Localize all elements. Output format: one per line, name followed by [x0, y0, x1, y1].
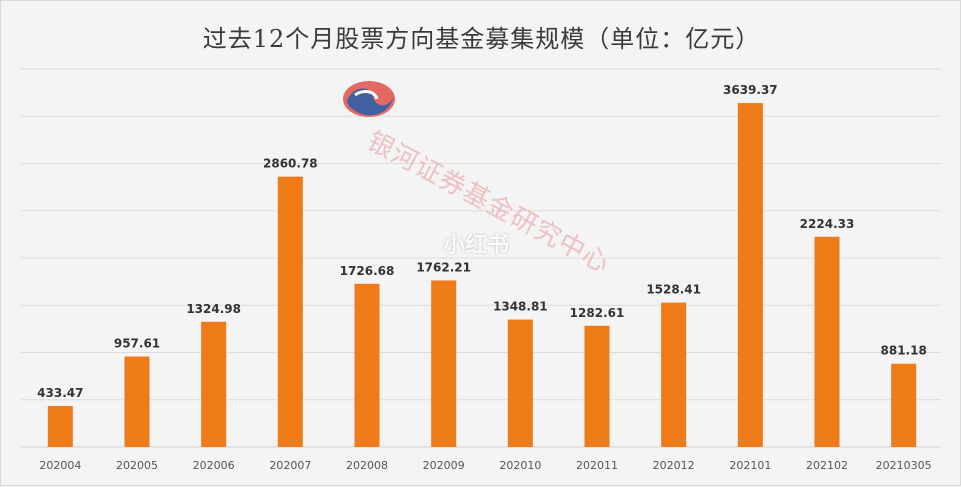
data-label-202008: 1726.68: [340, 264, 395, 278]
bar-20210305: [891, 363, 917, 447]
data-label-202009: 1762.21: [416, 260, 471, 274]
data-label-202004: 433.47: [37, 386, 83, 400]
x-tick-label-202010: 202010: [499, 459, 541, 472]
bar-202011: [584, 325, 610, 447]
x-tick-label-202008: 202008: [346, 459, 388, 472]
bar-202007: [277, 176, 303, 447]
data-label-202010: 1348.81: [493, 300, 548, 314]
watermark-brand: 小红书: [443, 233, 510, 258]
x-tick-label-202006: 202006: [193, 459, 235, 472]
x-tick-label-202102: 202102: [806, 459, 848, 472]
data-label-202007: 2860.78: [263, 157, 318, 171]
x-tick-label-202011: 202011: [576, 459, 618, 472]
x-tick-label-202009: 202009: [423, 459, 465, 472]
x-tick-label-202007: 202007: [269, 459, 311, 472]
bar-202102: [814, 236, 840, 447]
data-label-202005: 957.61: [114, 337, 160, 351]
bar-202012: [661, 302, 687, 447]
bar-202010: [507, 319, 533, 447]
data-label-202011: 1282.61: [570, 306, 625, 320]
data-label-202006: 1324.98: [186, 302, 241, 316]
bar-202009: [431, 280, 457, 447]
chart-title: 过去12个月股票方向基金募集规模（单位：亿元）: [202, 25, 761, 53]
x-tick-label-202101: 202101: [729, 459, 771, 472]
x-tick-label-202012: 202012: [653, 459, 695, 472]
x-tick-label-20210305: 20210305: [876, 459, 932, 472]
bar-202006: [201, 321, 227, 447]
x-tick-label-202005: 202005: [116, 459, 158, 472]
data-label-202101: 3639.37: [723, 83, 778, 97]
data-label-202012: 1528.41: [646, 283, 701, 297]
data-label-20210305: 881.18: [881, 344, 927, 358]
bar-202101: [737, 103, 763, 448]
data-label-202102: 2224.33: [800, 217, 855, 231]
x-tick-label-202004: 202004: [39, 459, 81, 472]
bar-202004: [47, 406, 73, 447]
bar-202005: [124, 356, 150, 447]
watermark-logo-icon: [343, 81, 395, 117]
bar-202008: [354, 283, 380, 447]
